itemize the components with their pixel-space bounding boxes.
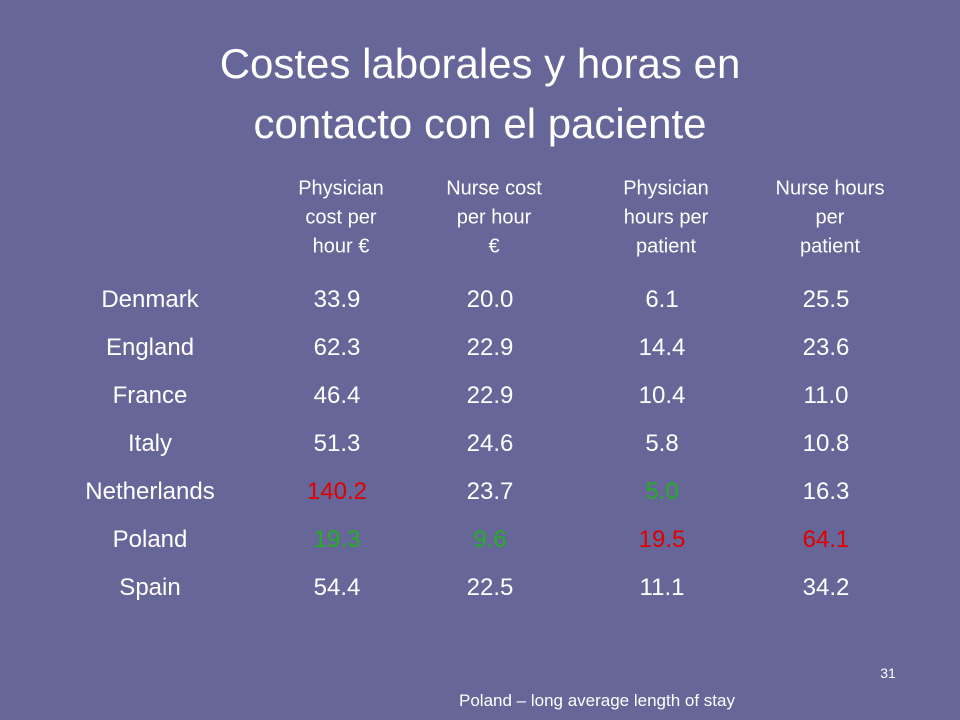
row-header: Poland — [112, 526, 188, 553]
table-cell: 11.1 — [639, 574, 685, 601]
table-cell: 5.8 — [645, 430, 679, 457]
column-header: hours per — [623, 206, 709, 229]
table-cell: 23.6 — [802, 334, 850, 361]
table-cell: 24.6 — [466, 430, 514, 457]
column-header: per hour — [456, 206, 532, 229]
table-cell: 62.3 — [313, 334, 361, 361]
row-header: France — [112, 382, 188, 409]
table-cell: 25.5 — [802, 286, 850, 313]
footnote: Poland – long average length of stay — [459, 691, 735, 710]
column-header: cost per — [305, 206, 377, 229]
table-cell: 10.4 — [638, 382, 686, 409]
table-cell: 23.7 — [466, 478, 514, 505]
table-cell: 20.0 — [466, 286, 514, 313]
table-cell: 33.9 — [313, 286, 361, 313]
table-cell: 6.1 — [645, 286, 679, 313]
table-cell: 22.9 — [466, 334, 514, 361]
column-header: patient — [799, 235, 861, 258]
row-header: Denmark — [101, 286, 199, 313]
table-cell: 16.3 — [802, 478, 850, 505]
row-header: Netherlands — [85, 478, 215, 505]
table-cell: 46.4 — [313, 382, 361, 409]
row-header: Spain — [119, 574, 181, 601]
table-cell: 14.4 — [638, 334, 686, 361]
table-cell: 9.6 — [473, 526, 507, 553]
row-header: Italy — [127, 430, 173, 457]
table-cell: 19.5 — [638, 526, 686, 553]
column-header: Nurse cost — [446, 177, 542, 200]
column-header: hour € — [312, 235, 370, 258]
column-header: per — [815, 206, 845, 229]
table-cell: 54.4 — [313, 574, 361, 601]
table-cell: 5.0 — [645, 478, 679, 505]
table-cell: 64.1 — [802, 526, 850, 553]
row-header: England — [105, 334, 195, 361]
column-header: € — [488, 235, 500, 258]
table-cell: 10.8 — [802, 430, 850, 457]
table-cell: 22.5 — [466, 574, 514, 601]
column-header: Nurse hours — [775, 177, 885, 200]
table-cell: 22.9 — [466, 382, 514, 409]
column-header: Physician — [623, 177, 709, 200]
table-cell: 140.2 — [306, 478, 368, 505]
table-cell: 34.2 — [802, 574, 850, 601]
table-cell: 11.0 — [803, 382, 849, 409]
table-cell: 19.3 — [313, 526, 361, 553]
title: Costes laborales y horas en — [219, 40, 741, 87]
title: contacto con el paciente — [253, 100, 707, 147]
table-cell: 51.3 — [313, 430, 361, 457]
column-header: Physician — [298, 177, 384, 200]
page-number: 31 — [880, 665, 896, 681]
column-header: patient — [635, 235, 697, 258]
